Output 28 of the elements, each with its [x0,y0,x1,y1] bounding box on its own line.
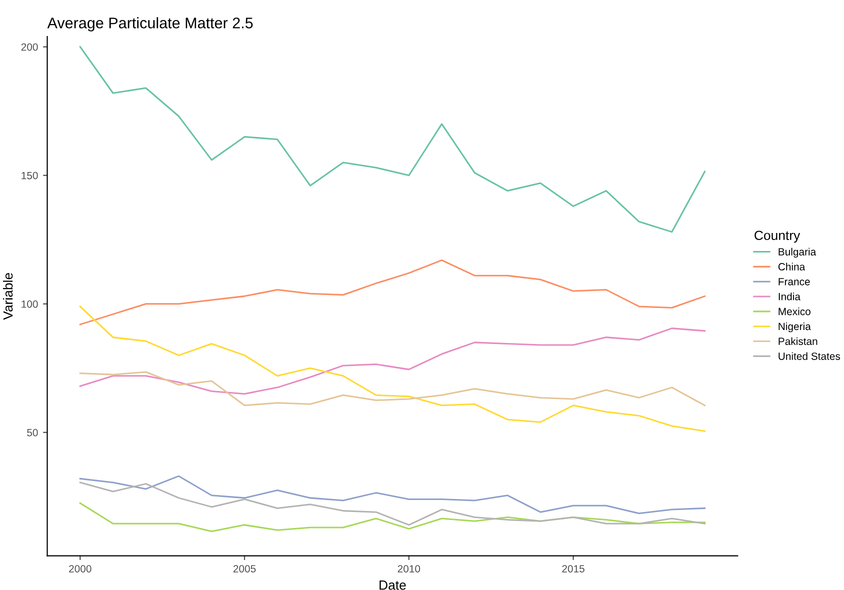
y-tick-label: 150 [22,172,38,180]
legend-label: Bulgaria [778,248,816,258]
x-tick-label: 2015 [562,565,584,572]
line-series [79,502,706,532]
legend-label: Nigeria [778,322,811,332]
legend-title: Country [754,230,800,243]
legend-label: India [778,292,800,300]
x-tick-label: 2010 [398,565,420,572]
line-series [79,259,706,326]
line-series [79,328,706,395]
legend-label: Mexico [778,308,810,316]
line-series [79,475,706,514]
legend-label: France [778,278,810,286]
y-tick-label: 50 [27,428,38,436]
y-axis-title: Variable [3,273,13,320]
line-series [79,482,706,526]
legend-label: Pakistan [778,337,818,346]
legend-label: China [778,262,806,270]
line-series [79,46,706,233]
x-tick-label: 2005 [233,565,256,572]
y-tick-label: 200 [21,43,38,51]
chart-title: Average Particulate Matter 2.5 [47,17,253,32]
y-tick-label: 100 [22,300,38,308]
x-axis-title: Date [380,580,406,590]
line-series [79,306,706,432]
line-series [79,371,706,406]
legend-label: United States [778,352,840,360]
x-tick-label: 2000 [69,565,92,572]
